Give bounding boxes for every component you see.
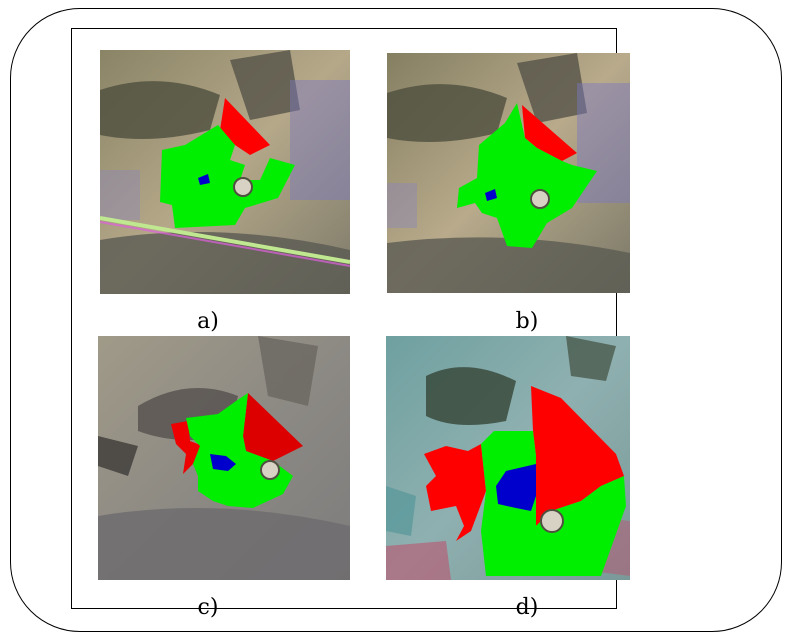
caption-b: b) (515, 309, 539, 334)
panel-b-image (387, 53, 630, 293)
figure-inner-border (71, 28, 617, 609)
panel-d-image (386, 336, 630, 580)
caption-a: a) (197, 309, 219, 334)
caption-d: d) (515, 595, 539, 620)
panel-a-image (100, 50, 350, 294)
satellite-map-d (386, 336, 630, 580)
satellite-map-a (100, 50, 350, 294)
satellite-map-c (98, 336, 350, 580)
satellite-map-b (387, 53, 630, 293)
caption-c: c) (197, 595, 219, 620)
panel-c-image (98, 336, 350, 580)
rounded-outer-frame (10, 8, 782, 632)
